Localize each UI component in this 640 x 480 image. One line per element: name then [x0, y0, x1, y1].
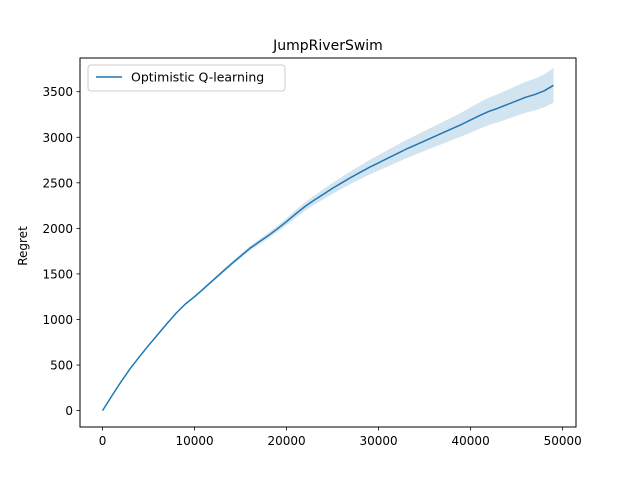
legend-label: Optimistic Q-learning: [131, 70, 264, 85]
y-tick-label: 1000: [42, 313, 73, 327]
series-0-band: [102, 68, 554, 411]
x-tick-label: 10000: [175, 434, 213, 448]
y-tick-label: 2500: [42, 176, 73, 190]
y-tick-label: 1500: [42, 267, 73, 281]
chart-title: JumpRiverSwim: [272, 38, 383, 54]
legend: Optimistic Q-learning: [87, 64, 286, 92]
y-axis-label: Regret: [16, 226, 30, 266]
y-tick-label: 3000: [42, 131, 73, 145]
x-tick-label: 30000: [360, 434, 398, 448]
y-tick-label: 2000: [42, 222, 73, 236]
y-tick-label: 500: [50, 359, 73, 373]
plot-area: [101, 68, 554, 412]
x-tick-label: 50000: [544, 434, 582, 448]
y-tick-label: 0: [65, 404, 73, 418]
x-tick-label: 40000: [452, 434, 490, 448]
y-tick-label: 3500: [42, 85, 73, 99]
series-0-line: [101, 84, 554, 412]
plot-frame: [79, 57, 577, 428]
legend-box: [87, 64, 286, 92]
x-tick-label: 20000: [267, 434, 305, 448]
x-tick-label: 0: [99, 434, 107, 448]
